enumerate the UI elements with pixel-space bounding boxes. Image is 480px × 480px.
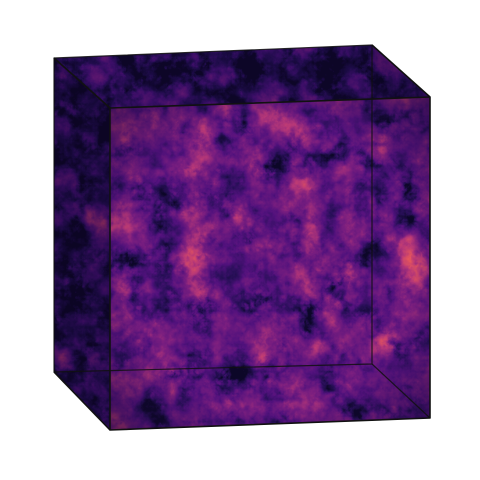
cube-edge-bottom-right — [371, 363, 431, 419]
cube-edge-top-left — [53, 57, 111, 109]
cube-left-face — [54, 58, 110, 430]
cube-edges — [53, 44, 431, 431]
cube-front-face — [110, 97, 430, 430]
cube-edge-bottom-left — [53, 371, 111, 431]
cube-edge-top-right — [371, 44, 431, 98]
